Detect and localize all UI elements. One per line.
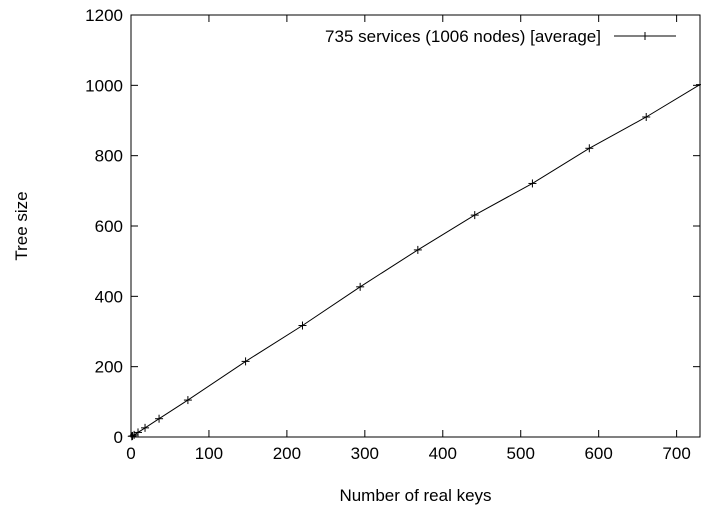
series-lines bbox=[131, 84, 701, 437]
legend-plus-marker bbox=[641, 32, 649, 40]
series-line bbox=[131, 84, 701, 437]
data-point bbox=[356, 282, 365, 291]
x-tick-label: 300 bbox=[351, 444, 379, 463]
legend-label: 735 services (1006 nodes) [average] bbox=[325, 27, 601, 46]
y-tick-label: 600 bbox=[95, 217, 123, 236]
legend: 735 services (1006 nodes) [average] bbox=[325, 27, 676, 46]
y-axis-label: Tree size bbox=[12, 191, 31, 260]
data-point bbox=[585, 144, 594, 153]
x-tick-label: 500 bbox=[507, 444, 535, 463]
data-point bbox=[155, 414, 164, 423]
x-tick-label: 400 bbox=[429, 444, 457, 463]
y-tick-label: 1200 bbox=[85, 6, 123, 25]
data-point bbox=[528, 179, 537, 188]
x-tick-label: 100 bbox=[195, 444, 223, 463]
y-tick-label: 800 bbox=[95, 147, 123, 166]
y-tick-label: 0 bbox=[114, 428, 123, 447]
x-tick-label: 600 bbox=[584, 444, 612, 463]
data-point bbox=[134, 428, 143, 437]
y-tick-label: 400 bbox=[95, 287, 123, 306]
y-axis-ticks: 0 200 400 600 800 1000 1200 bbox=[85, 6, 700, 447]
x-axis-label: Number of real keys bbox=[339, 486, 491, 505]
data-point bbox=[141, 423, 150, 432]
data-point bbox=[241, 357, 250, 366]
data-point bbox=[298, 321, 307, 330]
plot-border bbox=[130, 14, 701, 438]
x-tick-label: 0 bbox=[126, 444, 135, 463]
plot-frame bbox=[130, 14, 701, 438]
data-point bbox=[642, 112, 651, 121]
data-point bbox=[696, 80, 701, 89]
y-tick-label: 1000 bbox=[85, 76, 123, 95]
data-point bbox=[413, 245, 422, 254]
x-tick-label: 200 bbox=[273, 444, 301, 463]
y-tick-label: 200 bbox=[95, 358, 123, 377]
data-point bbox=[183, 396, 192, 405]
legend-marker bbox=[641, 32, 649, 40]
x-tick-label: 700 bbox=[662, 444, 690, 463]
data-point bbox=[128, 431, 137, 440]
data-point bbox=[470, 211, 479, 220]
series-points bbox=[127, 80, 701, 441]
x-axis-ticks: 0 100 200 300 400 500 600 700 bbox=[126, 15, 691, 463]
